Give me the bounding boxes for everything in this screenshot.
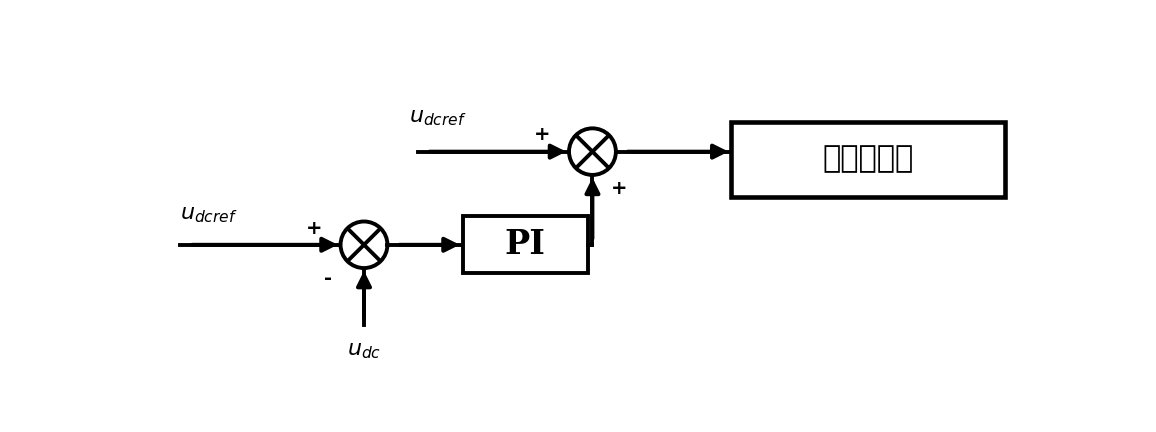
Text: $\mathit{u}_{dcref}$: $\mathit{u}_{dcref}$ <box>180 205 238 225</box>
Text: $\mathit{u}_{dc}$: $\mathit{u}_{dc}$ <box>347 341 381 361</box>
Text: 下垂控制器: 下垂控制器 <box>822 145 913 174</box>
Text: +: + <box>534 126 550 144</box>
Text: PI: PI <box>505 228 546 261</box>
Text: $\mathit{u}_{dcref}$: $\mathit{u}_{dcref}$ <box>409 108 467 128</box>
Text: +: + <box>305 219 321 238</box>
Text: -: - <box>324 269 332 288</box>
FancyBboxPatch shape <box>462 216 588 273</box>
FancyBboxPatch shape <box>732 122 1005 197</box>
Text: +: + <box>612 179 628 198</box>
